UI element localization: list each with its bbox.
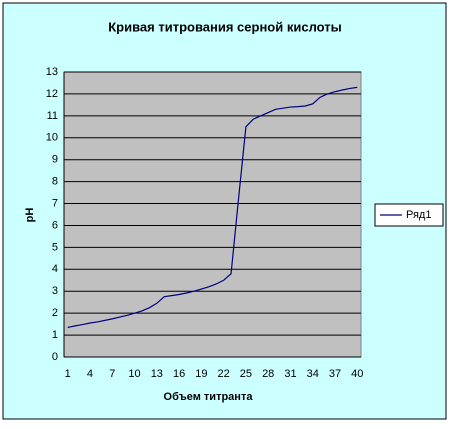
x-tick-label: 25	[240, 368, 252, 380]
x-tick-label: 19	[195, 368, 207, 380]
y-tick-label: 10	[46, 132, 58, 144]
legend-label: Ряд1	[406, 209, 431, 221]
x-tick-label: 13	[151, 368, 163, 380]
y-tick-label: 9	[52, 154, 58, 166]
y-tick-label: 0	[52, 351, 58, 363]
legend	[374, 203, 444, 227]
y-tick-label: 5	[52, 241, 58, 253]
y-tick-label: 7	[52, 197, 58, 209]
y-axis-label: pH	[24, 208, 36, 223]
y-tick-label: 1	[52, 329, 58, 341]
x-tick-label: 16	[173, 368, 185, 380]
x-tick-label: 10	[128, 368, 140, 380]
y-tick-label: 12	[46, 88, 58, 100]
x-tick-label: 37	[329, 368, 341, 380]
x-tick-label: 1	[65, 368, 71, 380]
x-tick-label: 34	[307, 368, 319, 380]
x-tick-label: 40	[351, 368, 363, 380]
y-tick-label: 11	[47, 110, 58, 122]
x-tick-label: 28	[262, 368, 274, 380]
y-tick-label: 3	[52, 285, 58, 297]
data-line	[67, 86, 358, 328]
x-tick-label: 7	[109, 368, 115, 380]
y-tick-label: 4	[52, 263, 58, 275]
x-tick-label: 22	[218, 368, 230, 380]
x-tick-label: 4	[87, 368, 93, 380]
y-tick-label: 6	[52, 219, 58, 231]
plot-area	[63, 71, 362, 358]
y-tick-label: 13	[46, 66, 58, 78]
y-tick-label: 2	[52, 307, 58, 319]
y-tick-label: 8	[52, 176, 58, 188]
x-axis-label: Объем титранта	[164, 391, 254, 403]
x-tick-label: 31	[284, 368, 296, 380]
chart-title: Кривая титрования серной кислоты	[108, 19, 342, 34]
